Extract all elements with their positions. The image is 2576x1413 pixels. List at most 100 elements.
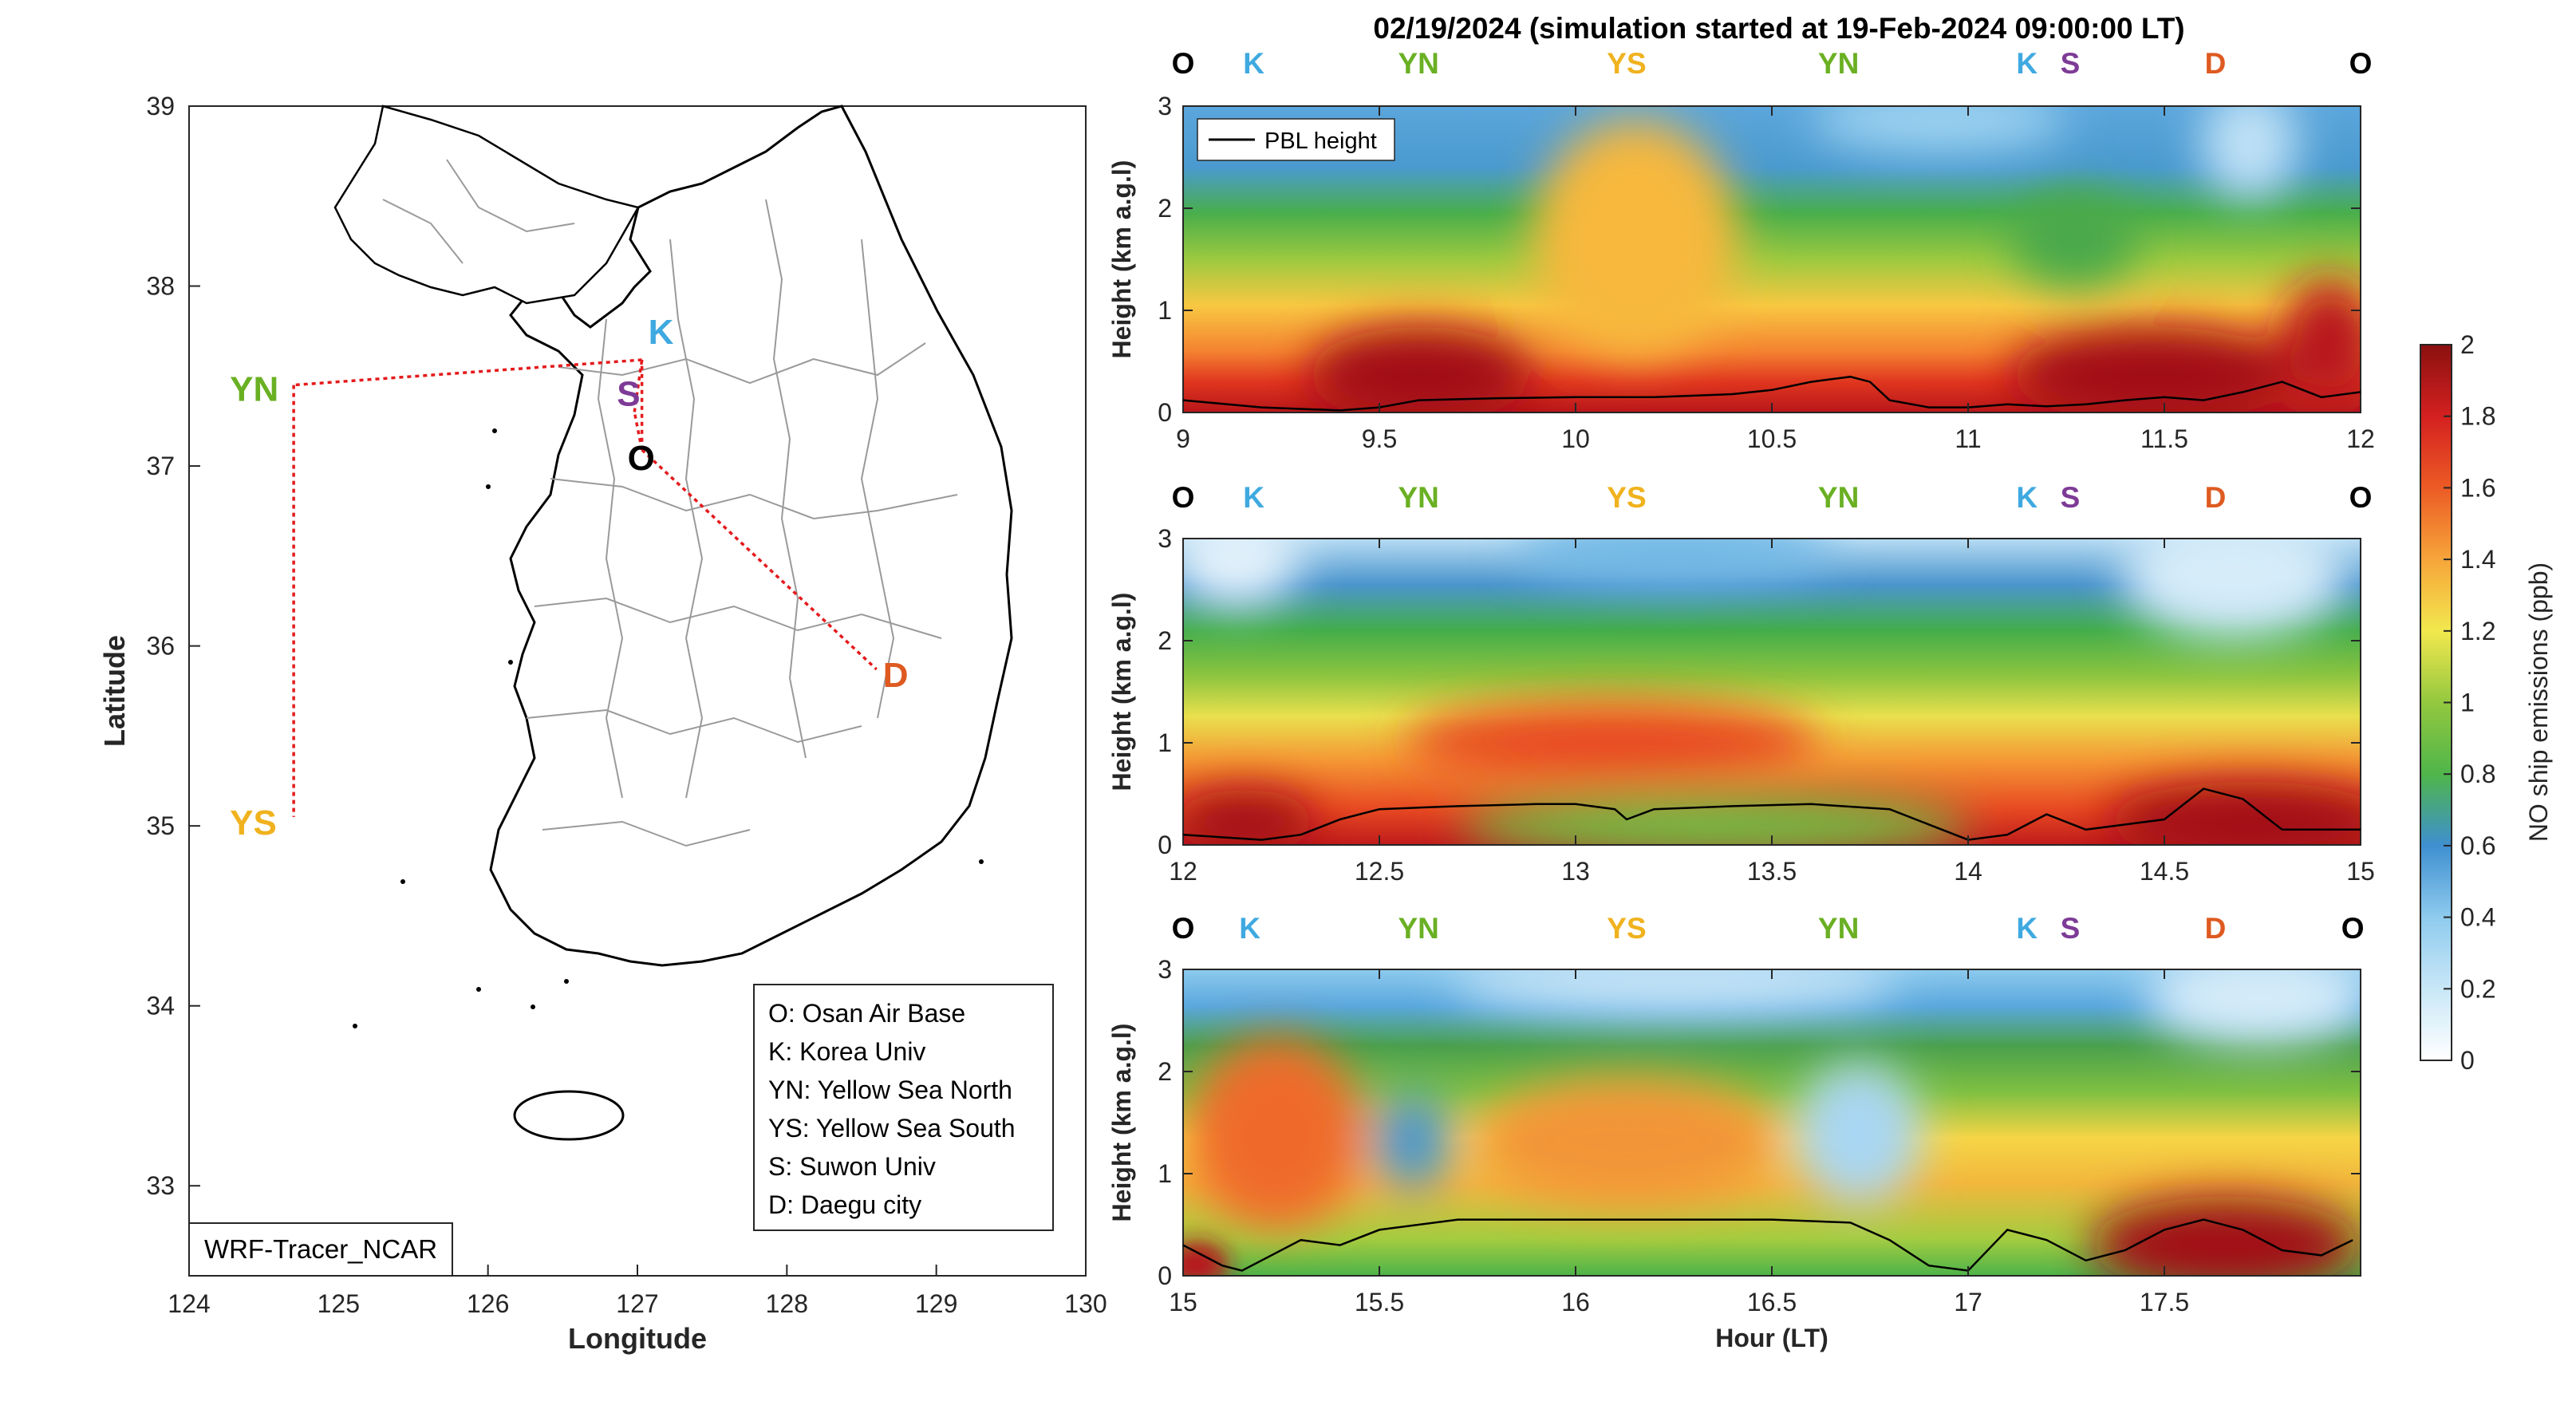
site-marker-k: K — [1239, 912, 1260, 945]
colorbar-tick-label: 0.4 — [2460, 903, 2495, 932]
map-legend: O: Osan Air Base K: Korea Univ YN: Yellow … — [768, 999, 1016, 1219]
colorbar-tick-label: 1.8 — [2460, 402, 2495, 431]
y-label-3: Height (km a.g.l) — [1107, 1024, 1136, 1222]
y-tick-label: 1 — [1158, 1159, 1172, 1188]
map-legend-item: YN: Yellow Sea North — [768, 1076, 1012, 1104]
y-tick-label: 3 — [1158, 524, 1172, 553]
site-marker-o: O — [2349, 47, 2373, 80]
colorbar-tick-label: 0 — [2460, 1046, 2475, 1075]
x-tick-label: 17.5 — [2140, 1288, 2189, 1316]
map-y-tick-label: 36 — [146, 632, 175, 661]
site-marker-k: K — [1243, 481, 1264, 514]
site-marker-o: O — [2341, 912, 2365, 945]
map-site-d: D — [883, 656, 909, 695]
colorbar-tick-label: 1.6 — [2460, 473, 2495, 502]
jeju-island — [513, 1090, 625, 1141]
pbl-line-2 — [1183, 787, 2361, 841]
y-label-1: Height (km a.g.l) — [1107, 160, 1136, 359]
map-y-tick-label: 39 — [146, 92, 175, 120]
colorbar-tick-label: 0.8 — [2460, 760, 2495, 788]
site-marker-s: S — [2061, 47, 2081, 80]
colorbar-tick-label: 1.4 — [2460, 545, 2495, 574]
site-marker-yn: YN — [1818, 912, 1859, 945]
map-legend-item: YS: Yellow Sea South — [768, 1114, 1016, 1143]
map-site-k: K — [649, 313, 674, 352]
map-x-tick-label: 130 — [1064, 1289, 1107, 1318]
site-marker-d: D — [2205, 47, 2227, 80]
site-marker-ys: YS — [1607, 481, 1646, 514]
x-tick-label: 12 — [2346, 424, 2375, 453]
map-y-tick-label: 35 — [146, 811, 175, 840]
map-legend-item: O: Osan Air Base — [768, 999, 965, 1028]
site-marker-k: K — [1243, 47, 1264, 80]
site-marker-s: S — [2061, 481, 2081, 514]
site-marker-o: O — [1172, 47, 1195, 80]
x-ticks-2: 12 12.5 13 13.5 14 14.5 15 — [1169, 539, 2375, 886]
colorbar-label: NO ship emissions (ppb) — [2524, 562, 2553, 842]
colorbar-ticks: 0 0.2 0.4 0.6 0.8 1 1.2 1.4 1.6 1.8 2 — [2444, 330, 2495, 1075]
flight-route — [292, 358, 878, 817]
pbl-legend-label: PBL height — [1264, 128, 1377, 154]
map-x-tick-label: 127 — [616, 1289, 658, 1318]
map-site-ys: YS — [230, 803, 277, 843]
x-tick-label: 13.5 — [1747, 857, 1797, 886]
map-site-labels: O K YN YS S D — [230, 313, 908, 843]
site-marker-s: S — [2061, 912, 2081, 945]
model-label-box — [188, 1222, 453, 1277]
y-tick-label: 1 — [1158, 728, 1172, 757]
site-marker-o: O — [1172, 481, 1195, 514]
y-label-2: Height (km a.g.l) — [1107, 593, 1136, 791]
site-markers-3: O K YN YS YN K S D O — [1172, 912, 2365, 945]
x-tick-label: 15 — [2346, 857, 2375, 886]
route-segment — [641, 448, 878, 671]
map-site-yn: YN — [230, 370, 278, 409]
site-marker-yn: YN — [1818, 47, 1859, 80]
site-marker-k: K — [2016, 47, 2038, 80]
y-tick-label: 2 — [1158, 1057, 1172, 1086]
x-ticks-1: 9 9.5 10 10.5 11 11.5 12 — [1176, 106, 2375, 453]
y-tick-label: 0 — [1158, 398, 1172, 427]
figure-title: 02/19/2024 (simulation started at 19-Feb… — [1373, 12, 2184, 45]
model-label: WRF-Tracer_NCAR — [204, 1234, 437, 1264]
site-marker-o: O — [2349, 481, 2373, 514]
colorbar-tick-label: 1 — [2460, 689, 2475, 717]
x-tick-label: 10 — [1561, 424, 1590, 453]
x-tick-label: 9 — [1176, 424, 1190, 453]
map-x-tick-label: 128 — [766, 1289, 808, 1318]
site-markers-1: O K YN YS YN K S D O — [1172, 47, 2373, 80]
site-marker-k: K — [2016, 912, 2038, 945]
map-legend-box — [753, 984, 1054, 1231]
colorbar-tick-label: 0.6 — [2460, 831, 2495, 860]
x-tick-label: 9.5 — [1362, 424, 1397, 453]
admin-borders — [382, 159, 958, 847]
map-y-label: Latitude — [98, 635, 131, 747]
y-tick-label: 3 — [1158, 955, 1172, 984]
map-x-label: Longitude — [568, 1322, 707, 1355]
route-segment — [294, 358, 642, 387]
x-tick-label: 17 — [1954, 1288, 1982, 1316]
x-tick-label: 12.5 — [1355, 857, 1404, 886]
x-tick-label: 15 — [1169, 1288, 1197, 1316]
y-tick-label: 2 — [1158, 626, 1172, 655]
x-ticks-3: 15 15.5 16 16.5 17 17.5 — [1169, 969, 2189, 1316]
map-x-tick-label: 125 — [318, 1289, 360, 1318]
x-tick-label: 16.5 — [1747, 1288, 1797, 1316]
map-site-s: S — [617, 374, 640, 413]
x-label-3: Hour (LT) — [1715, 1324, 1828, 1352]
y-tick-label: 2 — [1158, 194, 1172, 223]
x-tick-label: 13 — [1561, 857, 1590, 886]
site-marker-yn: YN — [1818, 481, 1859, 514]
y-ticks-2: 0 1 2 3 — [1158, 524, 2361, 859]
x-tick-label: 14.5 — [2140, 857, 2189, 886]
map-y-tick-label: 34 — [146, 992, 175, 1020]
map-legend-item: D: Daegu city — [768, 1190, 921, 1219]
map-x-tick-label: 126 — [467, 1289, 509, 1318]
x-tick-label: 12 — [1169, 857, 1197, 886]
pbl-line-3 — [1183, 1218, 2353, 1272]
route-segment — [633, 359, 644, 412]
islands — [353, 428, 984, 1028]
map-site-o: O — [628, 439, 655, 478]
